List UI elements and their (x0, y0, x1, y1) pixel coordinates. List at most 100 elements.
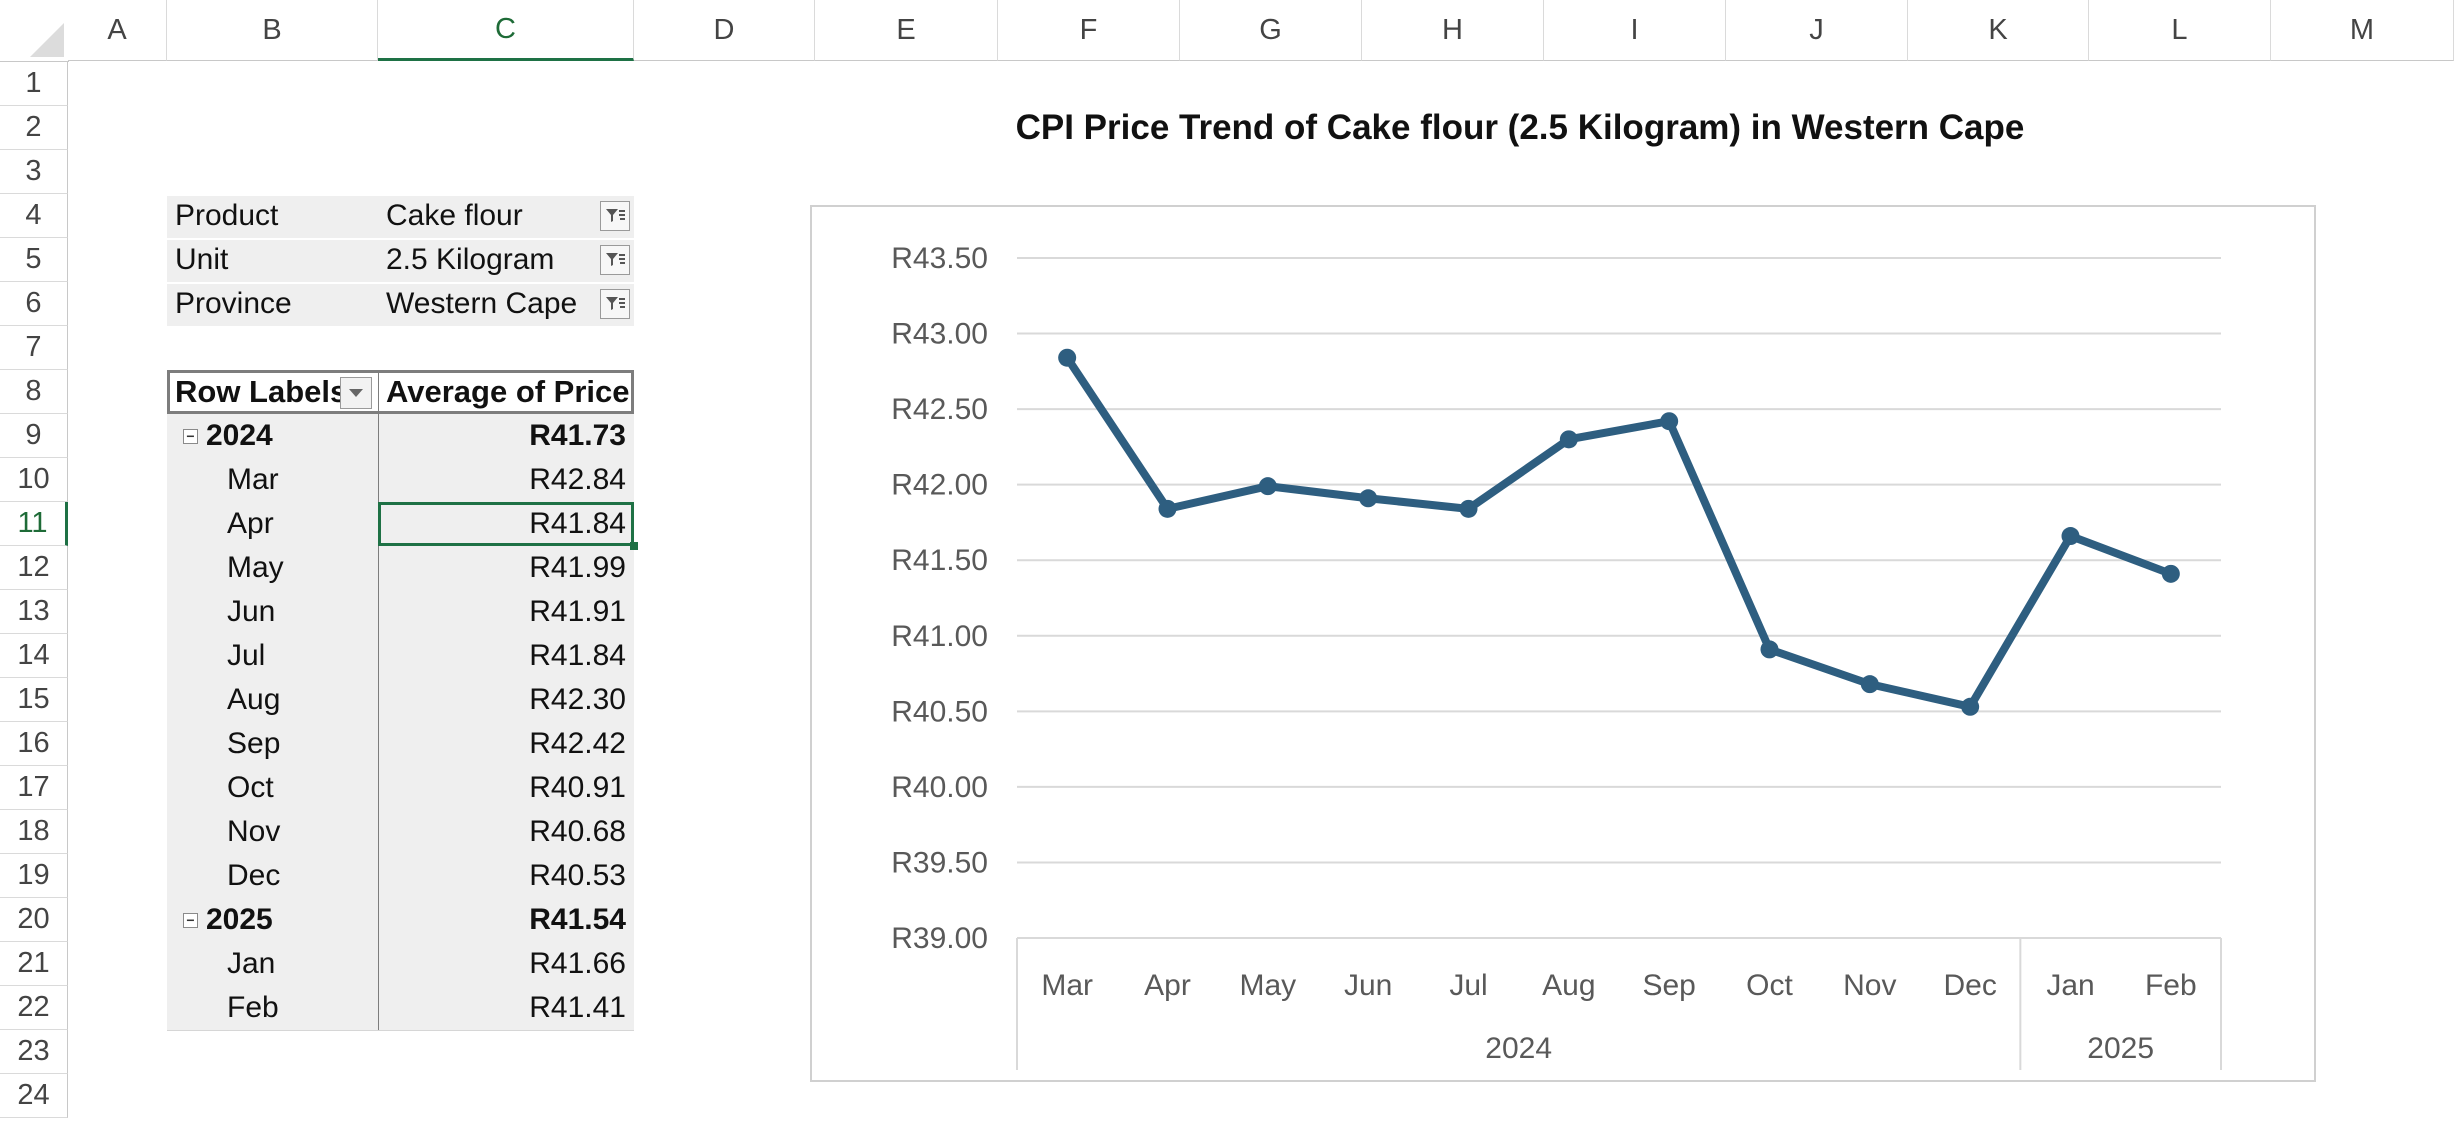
pivot-column-divider (378, 414, 379, 1030)
x-tick-label: May (1239, 969, 1296, 1002)
filter-icon[interactable] (600, 289, 630, 319)
series-line (1063, 353, 2175, 711)
data-point (1359, 489, 1378, 508)
pivot-month-label: Oct (227, 771, 274, 804)
chevron-down-icon[interactable] (340, 377, 372, 409)
pivot-month-value: R40.53 (529, 859, 626, 892)
pivot-month-label: Apr (227, 507, 274, 540)
pivot-month-value: R41.41 (529, 991, 626, 1024)
column-header-d[interactable]: D (634, 0, 815, 61)
row-header-21[interactable]: 21 (0, 942, 68, 986)
row-header-7[interactable]: 7 (0, 326, 68, 370)
pivot-year-label[interactable]: −2024 (183, 414, 273, 458)
pivot-header-row (167, 370, 634, 414)
x-tick-label: Apr (1144, 969, 1191, 1002)
row-header-18[interactable]: 18 (0, 810, 68, 854)
x-tick-label: Sep (1642, 969, 1695, 1002)
y-tick-label: R39.00 (891, 922, 988, 955)
pivot-month-label: Sep (227, 727, 281, 760)
data-point (2061, 527, 2080, 546)
table-row (167, 414, 634, 459)
row-header-10[interactable]: 10 (0, 458, 68, 502)
row-header-14[interactable]: 14 (0, 634, 68, 678)
filter-icon[interactable] (600, 201, 630, 231)
table-row (167, 502, 634, 547)
pivot-month-label: Dec (227, 859, 281, 892)
row-header-22[interactable]: 22 (0, 986, 68, 1030)
column-header-b[interactable]: B (167, 0, 378, 61)
pivot-month-label: Jun (227, 595, 276, 628)
table-row (167, 810, 634, 855)
filter-label: Unit (175, 243, 229, 276)
row-header-2[interactable]: 2 (0, 106, 68, 150)
row-header-8[interactable]: 8 (0, 370, 68, 414)
pivot-month-value: R41.66 (529, 947, 626, 980)
row-header-1[interactable]: 1 (0, 62, 68, 106)
table-row (167, 766, 634, 811)
row-header-5[interactable]: 5 (0, 238, 68, 282)
y-tick-label: R41.00 (891, 620, 988, 653)
filter-icon[interactable] (600, 245, 630, 275)
column-header-j[interactable]: J (1726, 0, 1908, 61)
active-cell-border[interactable] (378, 502, 634, 546)
year-text: 2025 (206, 903, 273, 936)
column-header-a[interactable]: A (68, 0, 167, 61)
pivot-month-value: R41.99 (529, 551, 626, 584)
row-header-6[interactable]: 6 (0, 282, 68, 326)
column-header-g[interactable]: G (1180, 0, 1362, 61)
column-header-h[interactable]: H (1362, 0, 1544, 61)
x-group-label: 2024 (1485, 1032, 1552, 1065)
pivot-year-value: R41.73 (529, 419, 626, 452)
row-header-4[interactable]: 4 (0, 194, 68, 238)
data-point (1961, 697, 1980, 716)
row-header-3[interactable]: 3 (0, 150, 68, 194)
column-header-f[interactable]: F (998, 0, 1180, 61)
pivot-month-value: R41.84 (529, 507, 626, 540)
column-header-i[interactable]: I (1544, 0, 1726, 61)
data-point (1860, 675, 1879, 694)
data-point (1559, 430, 1578, 449)
row-header-24[interactable]: 24 (0, 1074, 68, 1118)
x-tick-label: Oct (1746, 969, 1793, 1002)
column-header-m[interactable]: M (2271, 0, 2454, 61)
collapse-icon[interactable]: − (183, 912, 198, 928)
x-tick-label: Mar (1041, 969, 1093, 1002)
row-header-20[interactable]: 20 (0, 898, 68, 942)
column-header-l[interactable]: L (2089, 0, 2271, 61)
y-tick-label: R40.50 (891, 695, 988, 728)
column-header-c[interactable]: C (378, 0, 634, 61)
row-header-15[interactable]: 15 (0, 678, 68, 722)
filter-row (167, 284, 634, 326)
chart-title: CPI Price Trend of Cake flour (2.5 Kilog… (1015, 108, 2025, 147)
select-all-corner[interactable] (0, 0, 69, 62)
row-header-11[interactable]: 11 (0, 502, 68, 546)
column-header-e[interactable]: E (815, 0, 998, 61)
pivot-month-value: R42.84 (529, 463, 626, 496)
pivot-year-value: R41.54 (529, 903, 626, 936)
fill-handle[interactable] (630, 542, 638, 550)
row-header-9[interactable]: 9 (0, 414, 68, 458)
chart-area (810, 205, 2316, 1082)
row-header-12[interactable]: 12 (0, 546, 68, 590)
pivot-month-label: Mar (227, 463, 279, 496)
pivot-year-label[interactable]: −2025 (183, 898, 273, 942)
y-tick-label: R42.50 (891, 393, 988, 426)
y-tick-label: R39.50 (891, 846, 988, 879)
y-tick-label: R42.00 (891, 469, 988, 502)
pivot-month-value: R40.68 (529, 815, 626, 848)
column-header-k[interactable]: K (1908, 0, 2089, 61)
row-header-13[interactable]: 13 (0, 590, 68, 634)
collapse-icon[interactable]: − (183, 428, 198, 444)
data-point (1459, 499, 1478, 518)
row-header-16[interactable]: 16 (0, 722, 68, 766)
row-header-23[interactable]: 23 (0, 1030, 68, 1074)
table-row (167, 986, 634, 1031)
row-header-19[interactable]: 19 (0, 854, 68, 898)
filter-value: 2.5 Kilogram (386, 243, 555, 276)
row-header-17[interactable]: 17 (0, 766, 68, 810)
x-tick-label: Jun (1344, 969, 1392, 1002)
pivot-month-label: Nov (227, 815, 281, 848)
pivot-month-label: May (227, 551, 284, 584)
table-row (167, 722, 634, 767)
